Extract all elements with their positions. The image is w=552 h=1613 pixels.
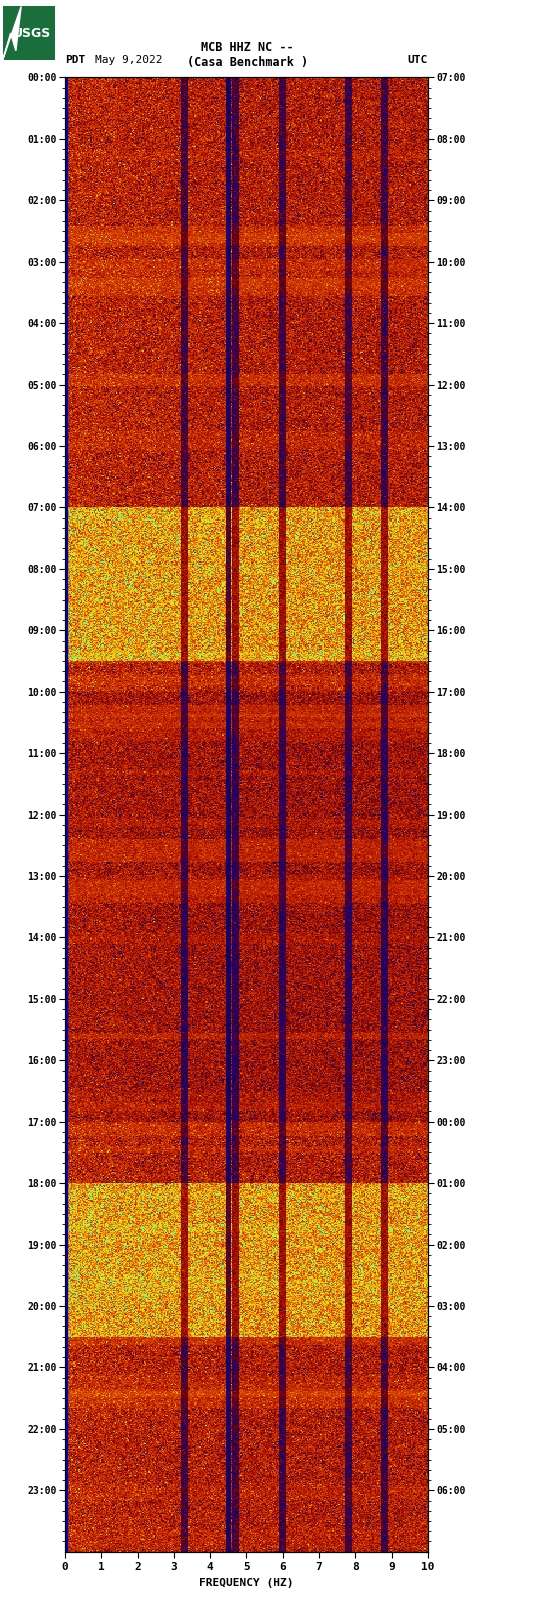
Text: (Casa Benchmark ): (Casa Benchmark ): [187, 56, 308, 69]
Text: UTC: UTC: [407, 55, 428, 65]
Bar: [47, 77, 67, 1552]
Text: May 9,2022: May 9,2022: [95, 55, 163, 65]
Text: MCB HHZ NC --: MCB HHZ NC --: [201, 40, 294, 53]
Text: USGS: USGS: [13, 26, 51, 40]
Text: PDT: PDT: [65, 55, 86, 65]
Polygon shape: [3, 6, 21, 60]
X-axis label: FREQUENCY (HZ): FREQUENCY (HZ): [199, 1578, 294, 1587]
